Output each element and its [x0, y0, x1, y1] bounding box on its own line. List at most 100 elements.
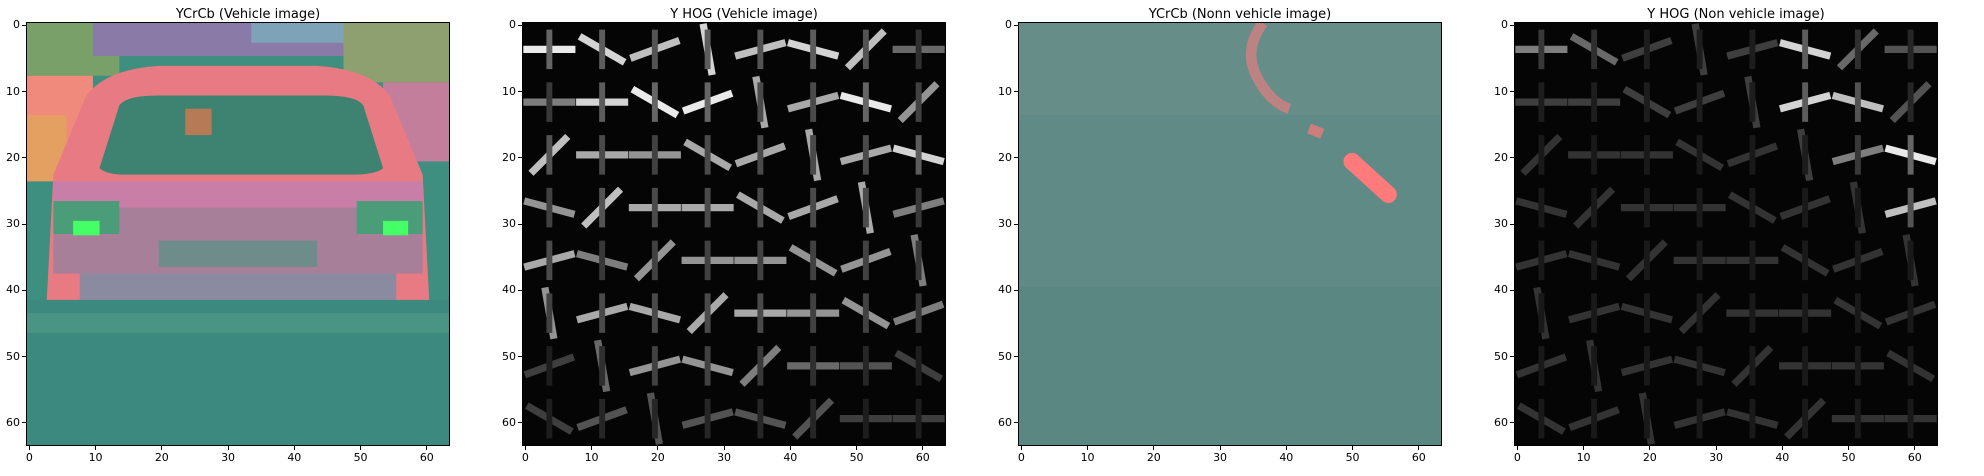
y-tick-label: 40 — [6, 283, 20, 297]
background — [1515, 23, 1937, 445]
x-tick-mark — [1285, 446, 1287, 450]
background — [523, 23, 945, 445]
image-axes — [1514, 22, 1938, 446]
x-tick-label: 40 — [287, 451, 302, 464]
panel-vehicle-ycrcb: YCrCb (Vehicle image) 0 10 20 30 40 50 60 0 10 20… — [0, 0, 496, 476]
y-tick-label: 20 — [1494, 150, 1508, 164]
lane-marking — [1245, 23, 1292, 114]
x-tick-label: 60 — [1907, 451, 1922, 464]
background-region — [251, 23, 344, 43]
y-tick-label: 50 — [502, 349, 516, 363]
x-tick-mark — [1153, 446, 1155, 450]
x-tick-mark — [591, 446, 593, 450]
x-tick-mark — [789, 446, 791, 450]
x-tick-mark — [1715, 446, 1717, 450]
x-tick-label: 40 — [1775, 451, 1790, 464]
x-tick-label: 40 — [1279, 451, 1294, 464]
y-tick-label: 10 — [1494, 84, 1508, 98]
x-tick-label: 20 — [154, 451, 169, 464]
y-tick-label: 40 — [1494, 283, 1508, 297]
image-axes — [1018, 22, 1442, 446]
road-surface — [1019, 286, 1441, 445]
x-tick-label: 30 — [221, 451, 236, 464]
x-tick-label: 10 — [1080, 451, 1095, 464]
panel-vehicle-hog: Y HOG (Vehicle image) 0 10 20 30 40 50 60 0 10 20… — [496, 0, 992, 476]
x-tick-label: 20 — [1642, 451, 1657, 464]
y-tick-label: 30 — [998, 217, 1012, 231]
lane-marking — [1307, 123, 1325, 139]
y-tick-label: 10 — [502, 84, 516, 98]
x-tick-mark — [1219, 446, 1221, 450]
panel-title: Y HOG (Vehicle image) — [670, 7, 818, 22]
x-tick-label: 0 — [521, 451, 529, 464]
left-tail-light — [73, 220, 100, 236]
x-tick-mark — [524, 446, 526, 450]
x-tick-label: 60 — [419, 451, 434, 464]
lane-marking — [1343, 152, 1397, 204]
y-tick-label: 20 — [502, 150, 516, 164]
road-surface — [1019, 23, 1441, 116]
panel-title: YCrCb (Vehicle image) — [175, 7, 321, 22]
x-tick-mark — [227, 446, 229, 450]
y-tick-label: 10 — [998, 84, 1012, 98]
x-tick-label: 60 — [1411, 451, 1426, 464]
x-tick-label: 50 — [353, 451, 368, 464]
x-tick-mark — [723, 446, 725, 450]
x-tick-mark — [1516, 446, 1518, 450]
y-tick-label: 50 — [998, 349, 1012, 363]
x-tick-mark — [856, 446, 858, 450]
x-tick-mark — [1649, 446, 1651, 450]
y-tick-label: 60 — [998, 415, 1012, 429]
y-tick-label: 30 — [1494, 217, 1508, 231]
x-tick-label: 10 — [1576, 451, 1591, 464]
road-ycrcb-image — [1019, 23, 1441, 445]
x-tick-label: 20 — [650, 451, 665, 464]
x-tick-label: 60 — [915, 451, 930, 464]
x-tick-label: 20 — [1146, 451, 1161, 464]
road-surface — [27, 313, 449, 333]
x-tick-mark — [657, 446, 659, 450]
x-tick-mark — [161, 446, 163, 450]
x-tick-label: 10 — [584, 451, 599, 464]
x-tick-label: 50 — [1345, 451, 1360, 464]
y-tick-label: 60 — [502, 415, 516, 429]
x-tick-label: 40 — [783, 451, 798, 464]
x-tick-label: 30 — [1213, 451, 1228, 464]
x-tick-label: 0 — [1017, 451, 1025, 464]
x-tick-mark — [28, 446, 30, 450]
x-tick-mark — [1848, 446, 1850, 450]
x-tick-mark — [293, 446, 295, 450]
x-tick-mark — [1352, 446, 1354, 450]
y-tick-label: 20 — [6, 150, 20, 164]
x-tick-mark — [1087, 446, 1089, 450]
image-axes — [522, 22, 946, 446]
license-plate — [158, 240, 318, 267]
x-tick-mark — [1781, 446, 1783, 450]
y-tick-label: 30 — [6, 217, 20, 231]
y-tick-label: 30 — [502, 217, 516, 231]
x-tick-mark — [426, 446, 428, 450]
window-detail — [185, 108, 212, 136]
x-tick-label: 0 — [25, 451, 33, 464]
y-tick-label: 50 — [1494, 349, 1508, 363]
rear-window — [99, 95, 384, 175]
right-tail-light — [383, 220, 409, 236]
y-tick-label: 60 — [1494, 415, 1508, 429]
vehicle-ycrcb-image — [27, 23, 449, 445]
panel-title: YCrCb (Nonn vehicle image) — [1148, 7, 1332, 22]
x-tick-label: 30 — [717, 451, 732, 464]
y-tick-label: 40 — [998, 283, 1012, 297]
x-tick-mark — [922, 446, 924, 450]
road-hog-image — [1515, 23, 1937, 445]
x-tick-mark — [1583, 446, 1585, 450]
vehicle-hog-image — [523, 23, 945, 445]
y-tick-label: 20 — [998, 150, 1012, 164]
y-tick-label: 60 — [6, 415, 20, 429]
x-tick-mark — [1020, 446, 1022, 450]
x-tick-label: 50 — [849, 451, 864, 464]
x-tick-mark — [1418, 446, 1420, 450]
car-lower — [79, 273, 397, 300]
foliage-region — [343, 23, 449, 83]
x-tick-mark — [360, 446, 362, 450]
y-tick-label: 50 — [6, 349, 20, 363]
